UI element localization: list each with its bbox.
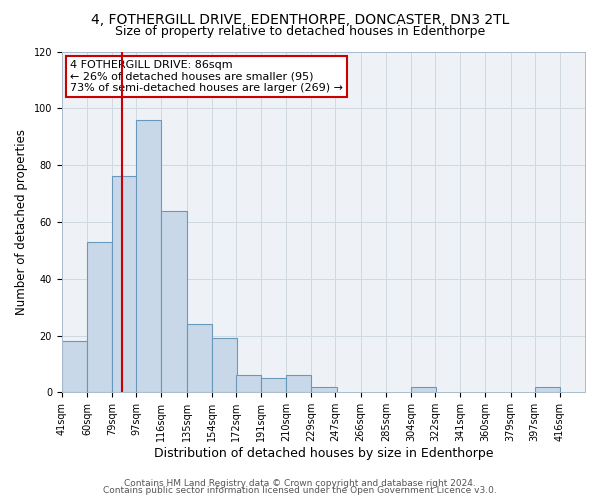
Bar (411, 386, 436, 392)
Bar (212, 338, 237, 392)
Bar (87, 242, 112, 392)
Text: Size of property relative to detached houses in Edenthorpe: Size of property relative to detached ho… (115, 25, 485, 38)
X-axis label: Distribution of detached houses by size in Edenthorpe: Distribution of detached houses by size … (154, 447, 493, 460)
Bar (161, 210, 187, 392)
Bar (236, 376, 261, 392)
Y-axis label: Number of detached properties: Number of detached properties (15, 129, 28, 315)
Text: Contains public sector information licensed under the Open Government Licence v3: Contains public sector information licen… (103, 486, 497, 495)
Bar (112, 176, 137, 392)
Bar (136, 120, 161, 392)
Bar (261, 378, 286, 392)
Bar (535, 386, 560, 392)
Bar (187, 324, 212, 392)
Bar (62, 341, 87, 392)
Bar (311, 386, 337, 392)
Text: 4 FOTHERGILL DRIVE: 86sqm
← 26% of detached houses are smaller (95)
73% of semi-: 4 FOTHERGILL DRIVE: 86sqm ← 26% of detac… (70, 60, 343, 93)
Bar (286, 376, 311, 392)
Text: 4, FOTHERGILL DRIVE, EDENTHORPE, DONCASTER, DN3 2TL: 4, FOTHERGILL DRIVE, EDENTHORPE, DONCAST… (91, 12, 509, 26)
Text: Contains HM Land Registry data © Crown copyright and database right 2024.: Contains HM Land Registry data © Crown c… (124, 478, 476, 488)
